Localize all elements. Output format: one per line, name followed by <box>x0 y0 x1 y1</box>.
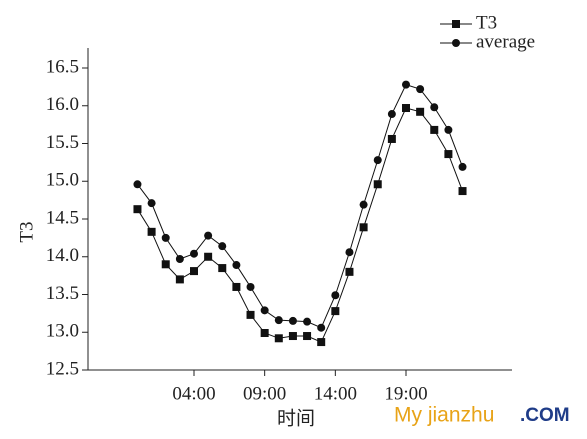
data-point <box>430 103 439 112</box>
data-point <box>458 162 467 171</box>
data-point <box>175 255 184 264</box>
data-point <box>288 316 297 325</box>
legend-label: average <box>476 31 535 52</box>
data-point <box>402 80 410 89</box>
data-point <box>190 249 198 258</box>
x-axis-label: 时间 <box>277 407 315 429</box>
data-point <box>331 307 340 316</box>
legend-label: T3 <box>476 12 497 33</box>
x-tick-label: 14:00 <box>314 383 357 404</box>
data-point <box>161 233 170 242</box>
data-point <box>288 332 297 341</box>
data-point <box>147 199 156 208</box>
data-point <box>218 264 227 273</box>
y-tick-label: 13.5 <box>46 283 79 304</box>
data-point <box>204 252 213 261</box>
y-tick-label: 16.0 <box>46 94 79 115</box>
data-point <box>387 134 396 143</box>
data-point <box>133 180 142 189</box>
y-tick-label: 14.5 <box>46 207 79 228</box>
data-point <box>147 227 156 236</box>
x-tick-label: 04:00 <box>172 383 215 404</box>
legend-marker <box>452 39 460 47</box>
data-point <box>458 187 467 196</box>
watermark-suffix: .COM <box>520 405 570 426</box>
data-point <box>161 260 170 269</box>
data-point <box>444 150 453 159</box>
data-point <box>359 200 368 209</box>
data-point <box>246 282 255 291</box>
data-point <box>260 329 269 338</box>
data-point <box>359 223 368 232</box>
data-point <box>246 310 255 319</box>
data-point <box>232 261 241 270</box>
x-tick-label: 09:00 <box>243 383 286 404</box>
data-point <box>387 110 396 119</box>
data-point <box>274 316 283 325</box>
data-point <box>430 125 439 134</box>
data-point <box>317 323 326 332</box>
data-point <box>204 231 213 240</box>
data-point <box>317 338 326 347</box>
data-point <box>232 282 241 291</box>
data-point <box>331 291 340 300</box>
data-point <box>175 275 184 284</box>
data-point <box>303 332 312 341</box>
data-point <box>402 104 410 113</box>
y-tick-label: 13.0 <box>46 321 79 342</box>
data-point <box>416 85 425 94</box>
y-tick-label: 14.0 <box>46 245 79 266</box>
y-tick-label: 16.5 <box>46 56 79 77</box>
data-point <box>373 156 382 165</box>
y-tick-label: 15.5 <box>46 132 79 153</box>
data-point <box>345 267 354 276</box>
data-point <box>444 125 453 134</box>
data-point <box>303 317 312 326</box>
legend-marker <box>452 20 460 28</box>
y-tick-label: 15.0 <box>46 170 79 191</box>
series-line <box>137 84 464 329</box>
watermark-brand: My jianzhu <box>394 404 494 427</box>
data-point <box>218 242 227 251</box>
y-tick-label: 12.5 <box>46 358 79 379</box>
data-point <box>345 248 354 257</box>
y-axis-label: T3 <box>16 221 37 242</box>
data-point <box>190 267 198 276</box>
series-line <box>137 107 464 343</box>
data-point <box>260 306 269 315</box>
data-point <box>133 205 142 214</box>
data-point <box>373 180 382 189</box>
data-point <box>274 334 283 343</box>
x-tick-label: 19:00 <box>384 383 427 404</box>
data-point <box>416 107 425 116</box>
